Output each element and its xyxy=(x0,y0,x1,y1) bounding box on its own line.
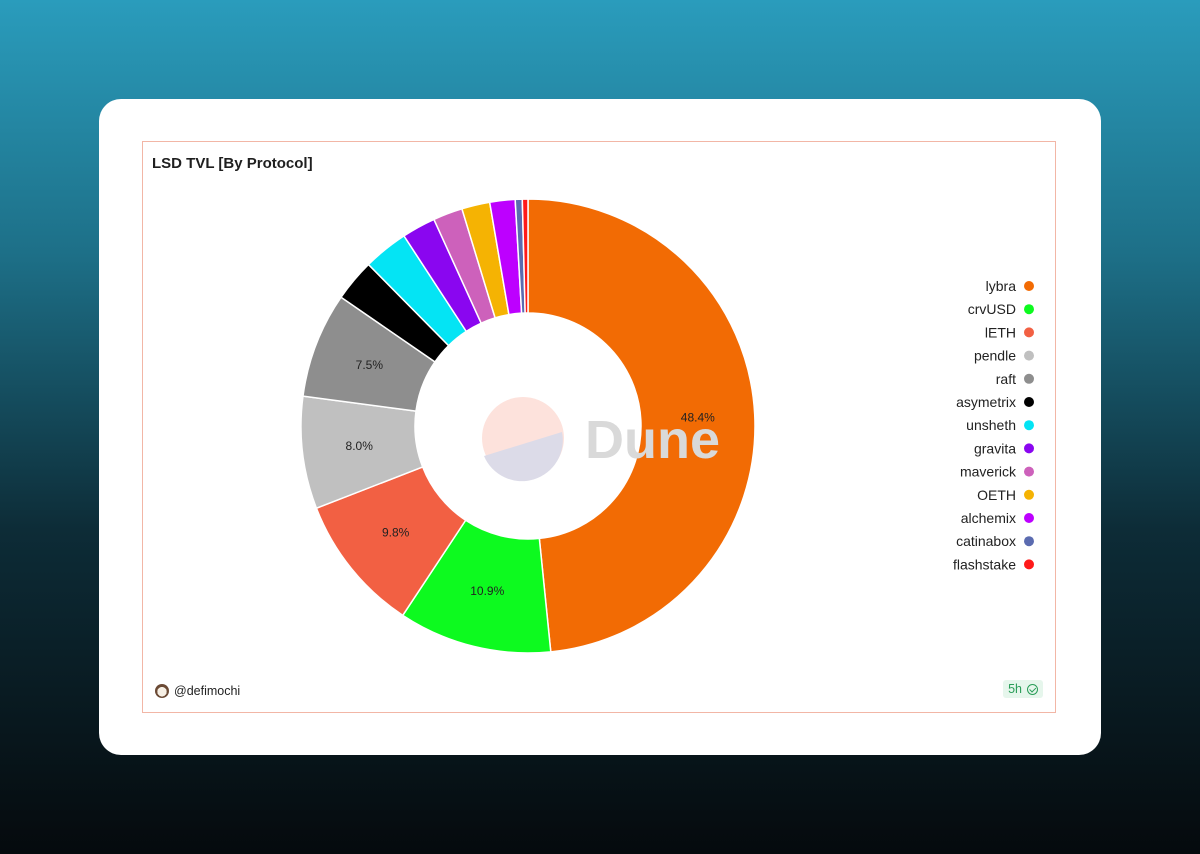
slice-flashstake[interactable] xyxy=(521,198,529,314)
chart-title: LSD TVL [By Protocol] xyxy=(152,155,313,172)
legend-swatch xyxy=(1024,327,1034,338)
legend-item-pendle[interactable]: pendle xyxy=(974,348,1034,364)
legend-label: asymetrix xyxy=(956,394,1016,410)
legend-label: unsheth xyxy=(966,417,1016,433)
dune-watermark: Dune xyxy=(585,410,720,470)
freshness-badge[interactable]: 5h xyxy=(1003,680,1043,698)
legend-swatch xyxy=(1024,466,1034,477)
legend-swatch xyxy=(1024,559,1034,570)
author-link[interactable]: @defimochi xyxy=(155,684,240,698)
legend-label: gravita xyxy=(974,440,1016,456)
legend-swatch xyxy=(1024,536,1034,547)
legend-label: lETH xyxy=(985,324,1016,340)
legend-swatch xyxy=(1024,397,1034,407)
legend-item-asymetrix[interactable]: asymetrix xyxy=(956,394,1034,410)
data-label-leth: 9.8% xyxy=(382,526,410,540)
legend-label: maverick xyxy=(960,464,1017,480)
avatar xyxy=(155,684,169,698)
legend-label: crvUSD xyxy=(968,301,1016,317)
legend-swatch xyxy=(1024,443,1034,454)
legend-item-unsheth[interactable]: unsheth xyxy=(966,417,1034,433)
legend-swatch xyxy=(1024,489,1034,500)
legend-label: catinabox xyxy=(956,533,1016,549)
legend-label: raft xyxy=(996,371,1016,387)
legend-label: pendle xyxy=(974,348,1016,364)
legend-item-lybra[interactable]: lybra xyxy=(986,278,1034,294)
legend-item-gravita[interactable]: gravita xyxy=(974,440,1034,456)
freshness-text: 5h xyxy=(1008,682,1022,696)
legend-item-oeth[interactable]: OETH xyxy=(977,487,1034,503)
author-handle: @defimochi xyxy=(174,684,241,698)
data-label-raft: 7.5% xyxy=(356,358,384,372)
legend-item-flashstake[interactable]: flashstake xyxy=(953,556,1034,572)
data-label-crvusd: 10.9% xyxy=(470,584,504,598)
legend-swatch xyxy=(1024,304,1034,315)
legend-item-alchemix[interactable]: alchemix xyxy=(961,510,1034,526)
legend-swatch xyxy=(1024,420,1034,431)
legend-item-maverick[interactable]: maverick xyxy=(960,464,1034,480)
legend-swatch xyxy=(1024,513,1034,523)
dune-logo-icon xyxy=(482,397,564,482)
card: LSD TVL [By Protocol] 48.4% 10.9% 9.8% 8.0%… xyxy=(99,99,1101,755)
legend-swatch xyxy=(1024,350,1034,361)
legend-item-catinabox[interactable]: catinabox xyxy=(956,533,1034,549)
legend-label: alchemix xyxy=(961,510,1016,526)
data-label-lybra: 48.4% xyxy=(681,410,715,424)
legend-label: flashstake xyxy=(953,556,1016,572)
donut-chart: 48.4% 10.9% 9.8% 8.0% 7.5% Dune lybra crvUSD lET… xyxy=(300,198,1034,654)
slice-lybra[interactable] xyxy=(527,198,756,653)
check-circle-icon xyxy=(1027,683,1038,695)
chart-panel: LSD TVL [By Protocol] 48.4% 10.9% 9.8% 8.0%… xyxy=(142,141,1056,713)
legend-item-leth[interactable]: lETH xyxy=(985,324,1034,340)
legend-swatch xyxy=(1024,373,1034,384)
legend-swatch xyxy=(1024,281,1034,291)
legend-label: OETH xyxy=(977,487,1016,503)
legend-label: lybra xyxy=(986,278,1017,294)
legend-item-raft[interactable]: raft xyxy=(996,371,1034,387)
data-label-pendle: 8.0% xyxy=(346,439,374,453)
legend-item-crvusd[interactable]: crvUSD xyxy=(968,301,1034,317)
